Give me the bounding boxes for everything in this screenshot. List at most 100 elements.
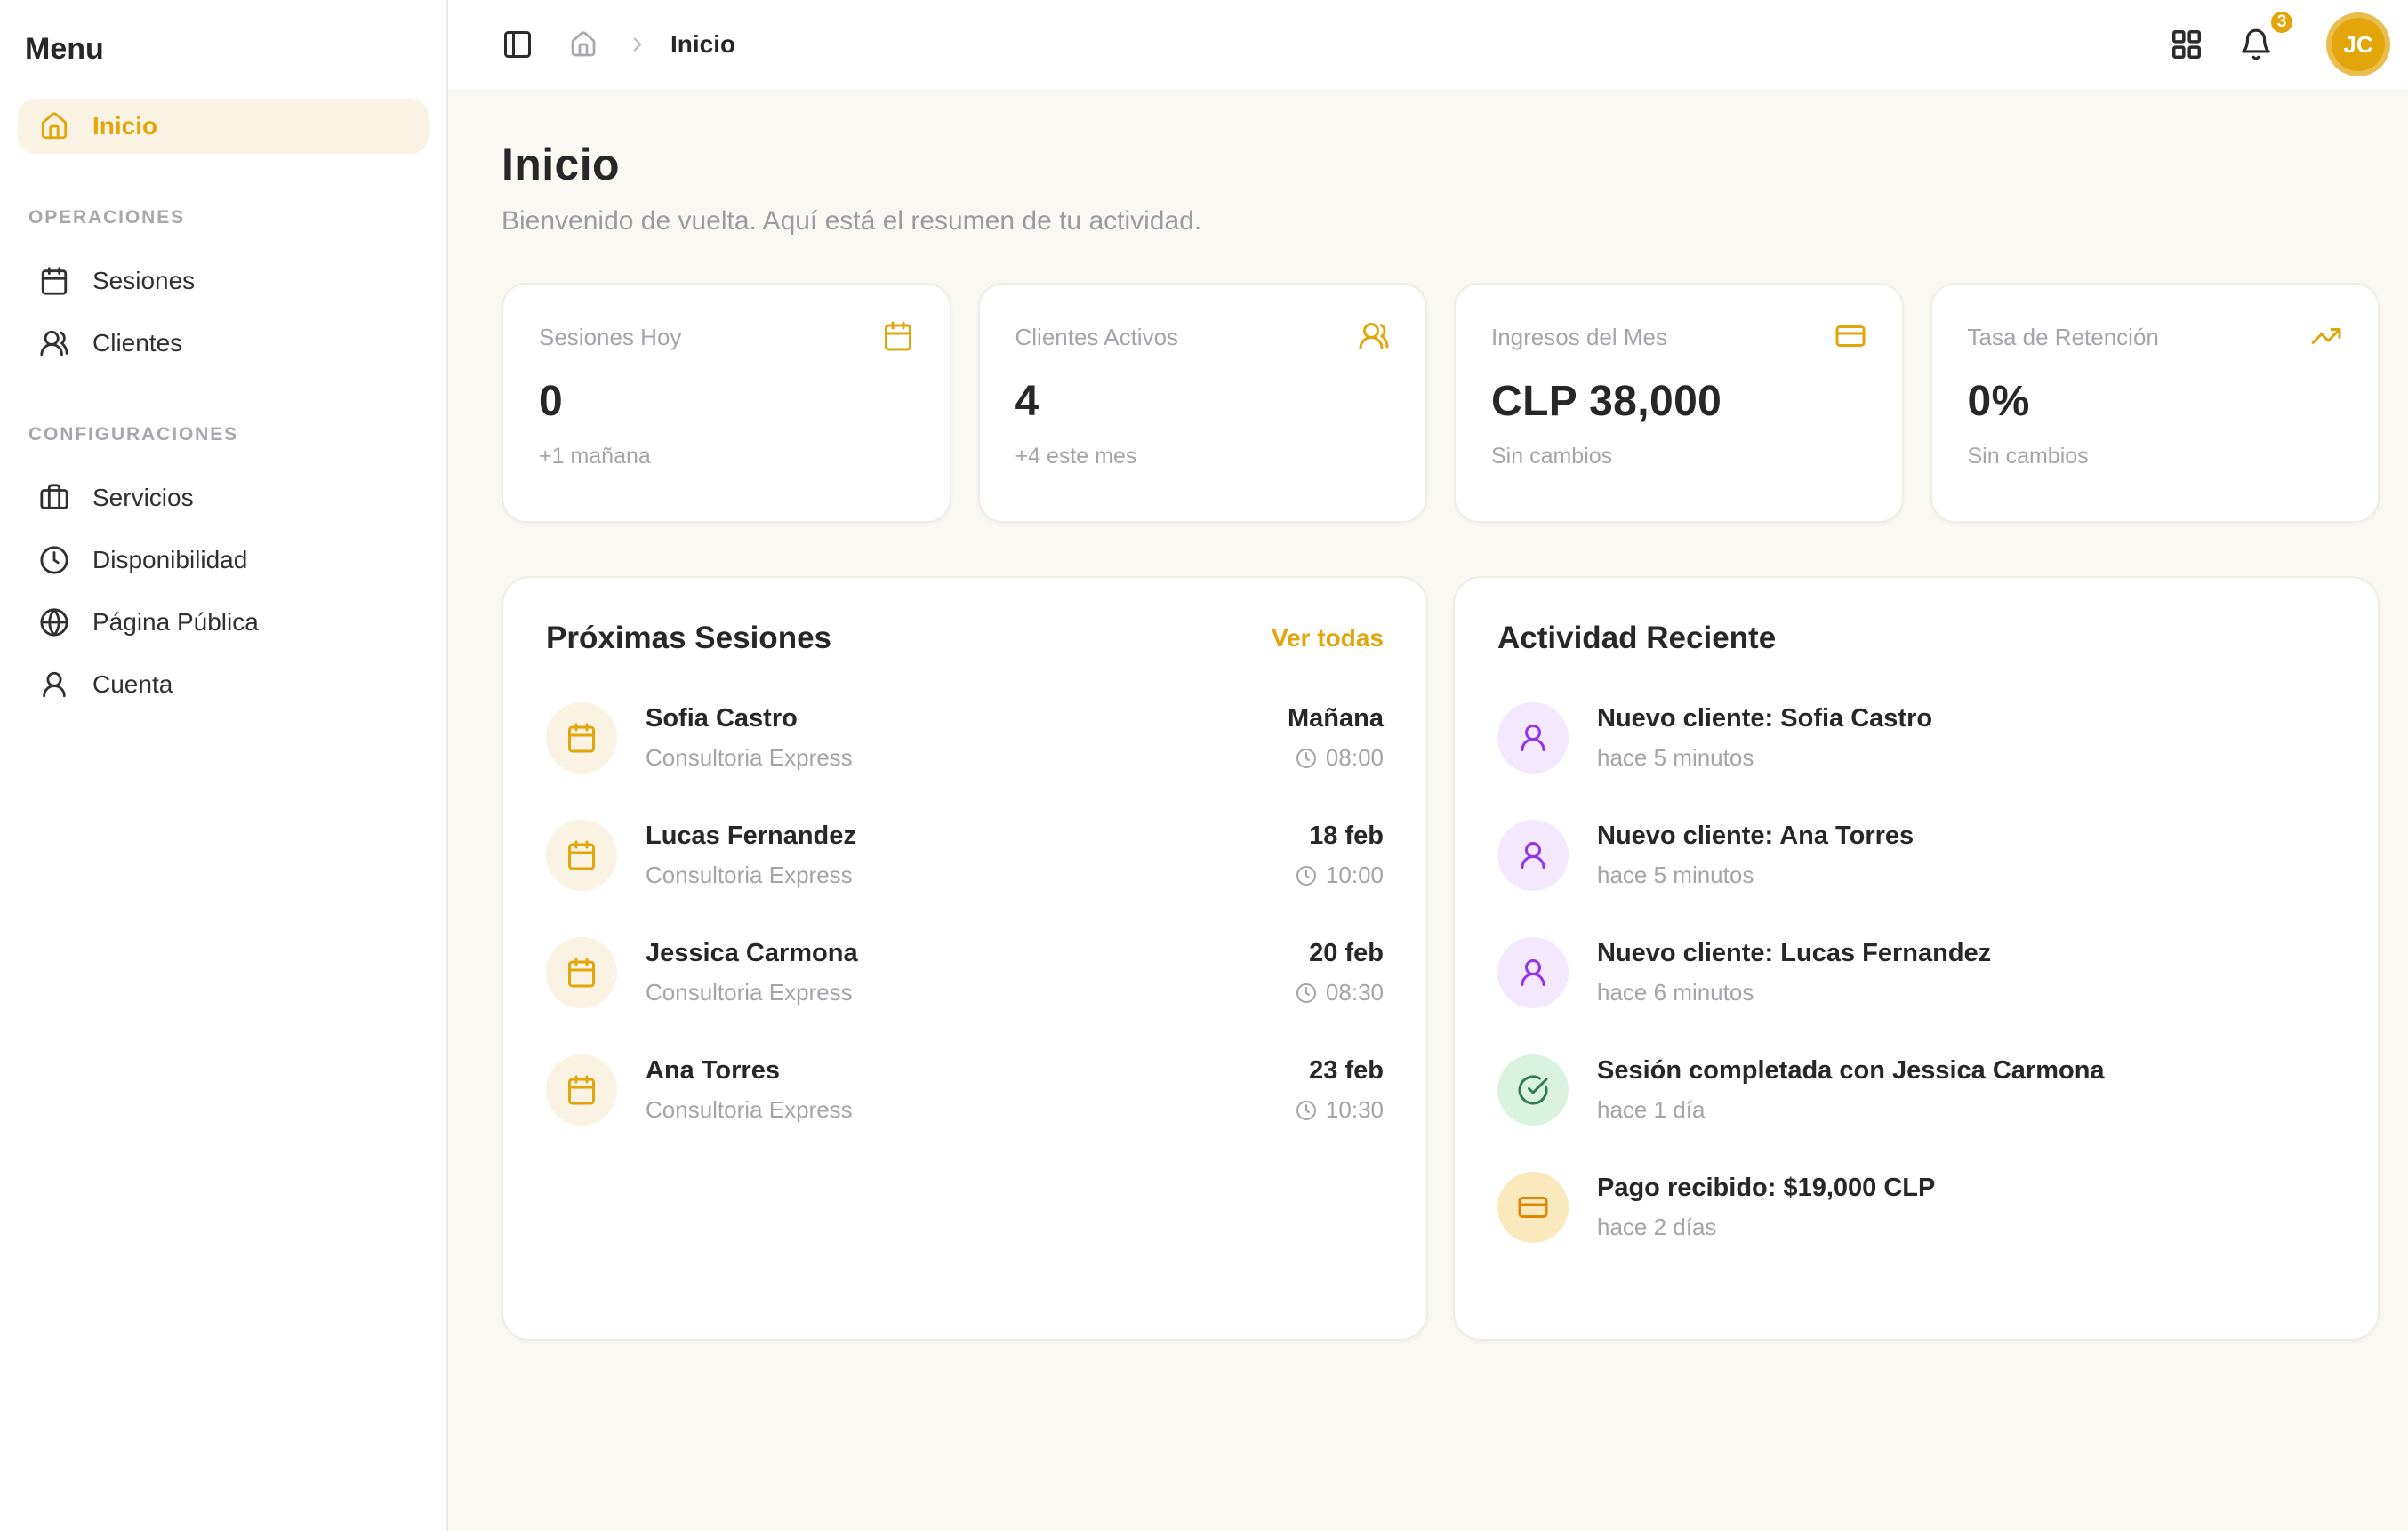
stat-label: Clientes Activos: [1015, 324, 1179, 350]
calendar-icon: [882, 320, 914, 352]
sidebar-item-label: Clientes: [92, 329, 183, 357]
chevron-right-icon: [626, 33, 649, 56]
stats-row: Sesiones Hoy 0 +1 mañana Clientes Activo…: [502, 283, 2380, 523]
stat-label: Tasa de Retención: [1967, 324, 2159, 350]
activity-text: Nuevo cliente: Sofia Castro: [1597, 704, 1933, 733]
user-icon: [1497, 937, 1569, 1008]
clock-icon: [1296, 1100, 1316, 1120]
sidebar-item-pagina-publica[interactable]: Página Pública: [18, 595, 429, 650]
activity-time: hace 5 minutos: [1597, 862, 1754, 888]
sidebar-item-disponibilidad[interactable]: Disponibilidad: [18, 533, 429, 588]
page-subtitle: Bienvenido de vuelta. Aquí está el resum…: [502, 206, 1202, 236]
calendar-icon: [546, 1054, 617, 1126]
stat-label: Ingresos del Mes: [1491, 324, 1667, 350]
main-column: Inicio 3 JC Inicio Bienvenido de vuelta.…: [448, 0, 2408, 1531]
notifications-button[interactable]: 3: [2232, 8, 2296, 68]
notification-badge: 3: [2268, 8, 2296, 36]
sidebar-item-inicio[interactable]: Inicio: [18, 99, 429, 154]
view-all-link[interactable]: Ver todas: [1271, 624, 1384, 652]
stat-sub: +4 este mes: [1015, 444, 1137, 469]
session-date: 23 feb: [1309, 1056, 1384, 1085]
panel-left-icon: [504, 31, 531, 58]
session-time: 10:30: [1325, 1096, 1384, 1123]
session-client-name: Jessica Carmona: [646, 939, 858, 967]
credit-card-icon: [1834, 320, 1866, 352]
home-icon: [39, 111, 69, 141]
session-time: 08:30: [1325, 979, 1384, 1006]
sidebar-item-servicios[interactable]: Servicios: [18, 470, 429, 525]
activity-text: Nuevo cliente: Ana Torres: [1597, 822, 1914, 850]
activity-row: Pago recibido: $19,000 CLP hace 2 días: [1497, 1172, 2335, 1243]
users-icon: [1358, 320, 1390, 352]
sidebar-item-sesiones[interactable]: Sesiones: [18, 253, 429, 309]
calendar-icon: [546, 702, 617, 774]
breadcrumb-home-link[interactable]: [562, 23, 605, 66]
clock-icon: [39, 545, 69, 575]
activity-row: Sesión completada con Jessica Carmona ha…: [1497, 1054, 2335, 1126]
credit-card-icon: [1497, 1172, 1569, 1243]
sidebar-item-cuenta[interactable]: Cuenta: [18, 657, 429, 712]
calendar-icon: [546, 820, 617, 891]
stat-value: 0: [539, 378, 564, 425]
clock-icon: [1296, 982, 1316, 1003]
panel-title: Actividad Reciente: [1497, 621, 1777, 655]
activity-time: hace 1 día: [1597, 1096, 1706, 1123]
session-row[interactable]: Lucas Fernandez Consultoria Express 18 f…: [546, 820, 1384, 891]
clock-icon: [1296, 865, 1316, 886]
session-row[interactable]: Sofia Castro Consultoria Express Mañana …: [546, 702, 1384, 774]
sidebar-toggle-button[interactable]: [494, 21, 541, 68]
session-date: Mañana: [1288, 704, 1384, 733]
stat-card-ingresos-mes: Ingresos del Mes CLP 38,000 Sin cambios: [1454, 283, 1904, 523]
sidebar-item-label: Sesiones: [92, 267, 196, 294]
sidebar-title: Menu: [25, 32, 104, 66]
activity-text: Pago recibido: $19,000 CLP: [1597, 1174, 1936, 1202]
activity-row: Nuevo cliente: Sofia Castro hace 5 minut…: [1497, 702, 2335, 774]
calendar-icon: [39, 266, 69, 296]
session-client-name: Ana Torres: [646, 1056, 780, 1085]
session-row[interactable]: Ana Torres Consultoria Express 23 feb 10…: [546, 1054, 1384, 1126]
user-icon: [1497, 702, 1569, 774]
clock-icon: [1296, 748, 1316, 768]
stat-card-clientes-activos: Clientes Activos 4 +4 este mes: [977, 283, 1427, 523]
sidebar: Menu Inicio OPERACIONES Sesiones Cliente…: [0, 0, 448, 1531]
session-service: Consultoria Express: [646, 744, 853, 771]
topbar: Inicio 3 JC: [448, 0, 2408, 89]
sidebar-item-label: Inicio: [92, 112, 158, 140]
session-time: 10:00: [1325, 862, 1384, 888]
upcoming-sessions-panel: Próximas Sesiones Ver todas Sofia Castro…: [502, 576, 1428, 1341]
session-service: Consultoria Express: [646, 1096, 853, 1123]
activity-time: hace 6 minutos: [1597, 979, 1754, 1006]
sidebar-item-label: Servicios: [92, 484, 194, 511]
user-icon: [1497, 820, 1569, 891]
apps-grid-button[interactable]: [2163, 20, 2211, 68]
session-date: 18 feb: [1309, 822, 1384, 850]
session-row[interactable]: Jessica Carmona Consultoria Express 20 f…: [546, 937, 1384, 1008]
briefcase-icon: [39, 483, 69, 513]
check-circle-icon: [1497, 1054, 1569, 1126]
session-service: Consultoria Express: [646, 862, 853, 888]
stat-card-sesiones-hoy: Sesiones Hoy 0 +1 mañana: [502, 283, 951, 523]
sidebar-item-label: Página Pública: [92, 608, 259, 636]
activity-time: hace 5 minutos: [1597, 744, 1754, 771]
recent-activity-panel: Actividad Reciente Nuevo cliente: Sofia …: [1453, 576, 2380, 1341]
sidebar-section-configuraciones: CONFIGURACIONES: [28, 424, 239, 445]
sidebar-item-label: Disponibilidad: [92, 546, 248, 573]
content: Inicio Bienvenido de vuelta. Aquí está e…: [448, 89, 2408, 1531]
users-icon: [39, 328, 69, 358]
stat-sub: +1 mañana: [539, 444, 651, 469]
sidebar-section-operaciones: OPERACIONES: [28, 207, 185, 228]
trending-up-icon: [2310, 320, 2342, 352]
avatar[interactable]: JC: [2326, 12, 2390, 76]
stat-label: Sesiones Hoy: [539, 324, 682, 350]
session-client-name: Lucas Fernandez: [646, 822, 856, 850]
sidebar-item-label: Cuenta: [92, 670, 173, 698]
panels-row: Próximas Sesiones Ver todas Sofia Castro…: [502, 576, 2380, 1341]
bell-icon: [2242, 28, 2270, 60]
calendar-icon: [546, 937, 617, 1008]
activity-text: Nuevo cliente: Lucas Fernandez: [1597, 939, 1992, 967]
stat-value: 4: [1015, 378, 1039, 425]
stat-sub: Sin cambios: [1491, 444, 1613, 469]
grid-icon: [2172, 30, 2201, 59]
activity-row: Nuevo cliente: Ana Torres hace 5 minutos: [1497, 820, 2335, 891]
sidebar-item-clientes[interactable]: Clientes: [18, 316, 429, 371]
